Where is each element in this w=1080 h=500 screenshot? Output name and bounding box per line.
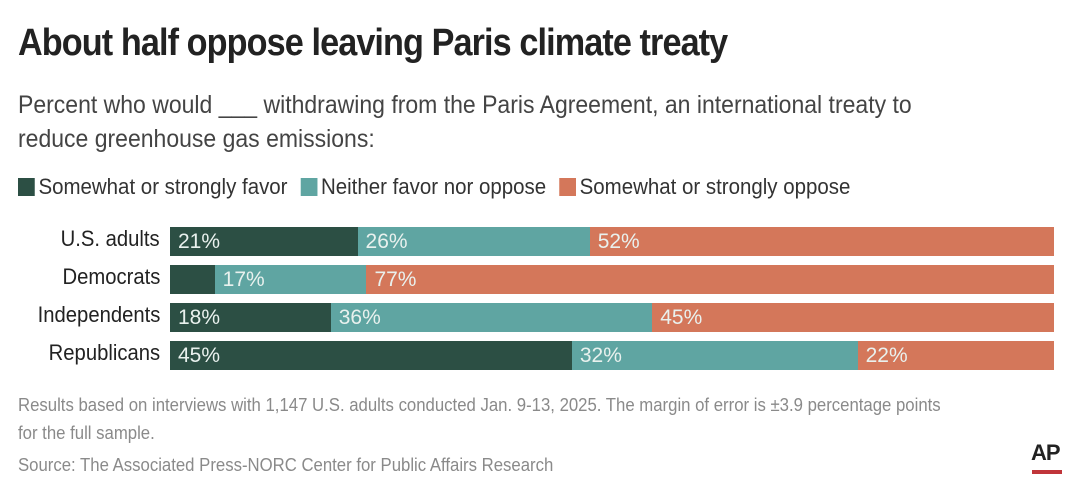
bar-segment: 45% [652,303,1055,332]
bar-segment: 17% [214,265,367,294]
legend-label: Somewhat or strongly oppose [579,174,851,199]
legend-swatch [18,178,35,196]
ap-logo-bar [1032,470,1062,474]
data-label: 52% [597,230,640,253]
data-label: 26% [365,230,408,253]
ap-logo: AP [1031,440,1061,465]
category-label: Republicans [48,340,160,365]
legend-item-oppose: Somewhat or strongly oppose [559,174,850,200]
legend-swatch [300,178,318,196]
bar-segment: 36% [330,303,653,332]
chart-title: About half oppose leaving Paris climate … [18,22,728,64]
data-label: 17% [222,268,265,291]
bar-segment: 32% [571,341,858,370]
bar-segment: 18% [170,303,331,332]
bar-segment [170,265,215,294]
data-label: 18% [178,306,221,329]
category-label: U.S. adults [60,226,160,251]
bar-segment: 52% [589,227,1055,256]
source-note: Source: The Associated Press-NORC Center… [18,455,554,475]
bar-segment: 77% [366,265,1055,294]
legend-item-favor: Somewhat or strongly favor [18,174,287,200]
data-label: 32% [579,344,622,367]
data-label: 45% [660,306,703,329]
data-label: 21% [178,230,221,253]
data-label: 22% [865,344,908,367]
category-label: Democrats [62,264,160,289]
bar-segment: 22% [857,341,1055,370]
bar-segment: 21% [170,227,358,256]
legend-label: Neither favor nor oppose [320,174,547,199]
chart-subtitle: Percent who would ___ withdrawing from t… [18,91,912,153]
legend-label: Somewhat or strongly favor [38,174,288,199]
data-label: 45% [178,344,221,367]
bar-segment: 26% [357,227,590,256]
data-label: 77% [374,268,417,291]
footnote: Results based on interviews with 1,147 U… [18,395,941,443]
legend: Somewhat or strongly favor Neither favor… [18,174,850,200]
legend-item-neither: Neither favor nor oppose [300,174,547,200]
bar-segment: 45% [170,341,572,370]
data-label: 36% [338,306,381,329]
legend-swatch [559,178,576,196]
category-label: Independents [37,302,160,327]
